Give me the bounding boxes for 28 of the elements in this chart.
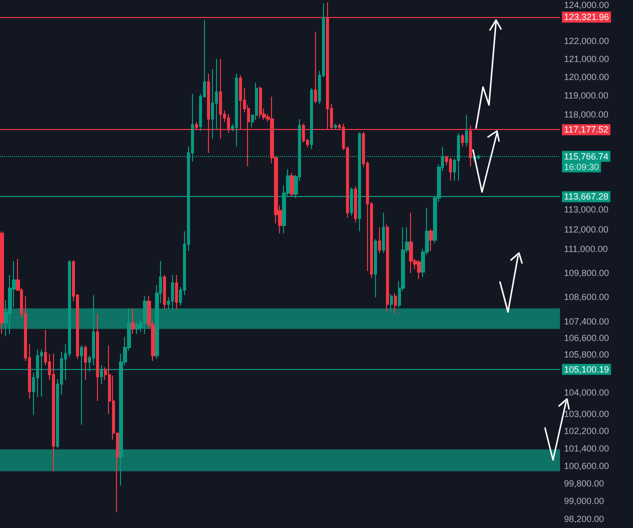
ref-line-label: 105,100.19 [564, 364, 610, 374]
y-tick-label: 105,800.00 [564, 350, 610, 360]
y-tick-label: 102,200.00 [564, 426, 610, 436]
y-tick-label: 112,000.00 [564, 224, 608, 234]
y-tick-label: 103,000.00 [564, 408, 610, 419]
ref-line-label: 123,321.96 [564, 12, 610, 22]
y-tick-label: 104,000.00 [564, 388, 610, 398]
y-tick-label: 119,000.00 [564, 90, 608, 101]
y-tick-label: 111,000.00 [564, 244, 608, 254]
y-tick-label: 106,600.00 [564, 333, 610, 344]
y-tick-label: 100,600.00 [564, 460, 610, 471]
y-tick-label: 124,000.00 [564, 0, 610, 10]
y-tick-label: 122,000.00 [564, 36, 610, 46]
y-tick-label: 98,200.00 [564, 514, 604, 524]
y-tick-label: 99,800.00 [564, 478, 604, 488]
y-tick-label: 121,000.00 [564, 54, 610, 64]
ref-line-label: 115,766.74 [564, 151, 608, 162]
y-tick-label: 113,000.00 [564, 204, 608, 215]
y-tick-label: 118,000.00 [564, 109, 608, 120]
y-tick-label: 109,800.00 [564, 268, 610, 278]
y-tick-label: 101,400.00 [564, 443, 610, 454]
ref-line-label: 113,667.28 [564, 192, 608, 202]
text: 16:09:30 [564, 162, 600, 172]
y-tick-label: 107,400.00 [564, 316, 610, 327]
y-tick-label: 120,000.00 [564, 72, 610, 82]
ref-line-label: 117,177.52 [564, 124, 608, 135]
y-tick-label: 99,000.00 [564, 496, 604, 506]
y-tick-label: 108,600.00 [564, 292, 610, 302]
